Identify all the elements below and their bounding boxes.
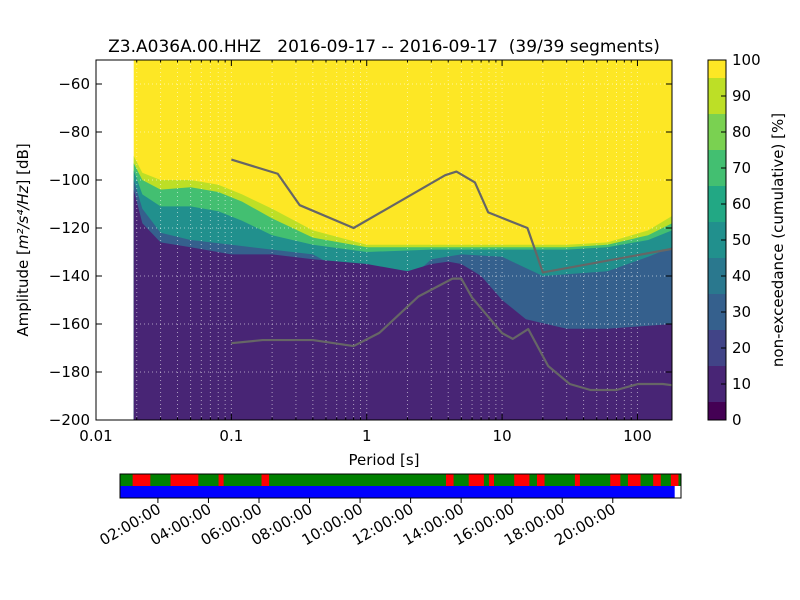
colorbar-cell: [708, 258, 726, 294]
y-tick-label: −60: [58, 75, 90, 93]
colorbar-tick-label: 100: [732, 51, 761, 69]
y-tick-label: −80: [58, 123, 90, 141]
plot-frame: [95, 59, 673, 421]
timeline-rejected-segment: [610, 474, 621, 486]
noise-models: [231, 158, 672, 392]
y-axis: −60 −80 −100 −120 −140 −160 −180 −200: [49, 75, 672, 429]
timeline-rejected-segment: [261, 474, 270, 486]
colorbar-tick-label: 80: [732, 123, 751, 141]
psd-heatmap: [133, 60, 672, 420]
noise-model-nhnm: [231, 158, 672, 274]
timeline-ticks: 02:00:0004:00:0006:00:0008:00:0010:00:00…: [97, 498, 619, 549]
timeline-rejected-segment: [132, 474, 151, 486]
colorbar-cell: [708, 294, 726, 330]
colorbar-tick-label: 10: [732, 375, 751, 393]
colorbar-tick-label: 70: [732, 159, 751, 177]
colorbar-tick-label: 90: [732, 87, 751, 105]
timeline-rejected-segment: [514, 474, 530, 486]
x-tick-label: 1: [362, 427, 372, 445]
colorbar-tick-label: 60: [732, 195, 751, 213]
timeline-data-bar: [120, 486, 675, 498]
timeline-frame: [119, 473, 682, 499]
y-tick-label: −120: [49, 219, 90, 237]
timeline-rejected-segment: [488, 474, 494, 486]
timeline-rejected-segment: [170, 474, 199, 486]
colorbar-tick-label: 50: [732, 231, 751, 249]
colorbar-cell: [708, 114, 726, 150]
colorbar-cell: [708, 150, 726, 186]
timeline-rejected-segment: [536, 474, 545, 486]
noise-model-nlnm: [231, 277, 672, 392]
colorbar-cells: [708, 60, 726, 420]
plot-area: 0.01 0.1 1 10 100 −60 −80 −100 −120 −140 −160 −180…: [49, 59, 673, 445]
colorbar-tick-label: 20: [732, 339, 751, 357]
timeline-rejected-segment: [653, 474, 661, 486]
colorbar-tick-label: 30: [732, 303, 751, 321]
colorbar-cell: [708, 366, 726, 402]
colorbar-cell: [708, 60, 726, 78]
x-tick-label: 0.01: [79, 427, 112, 445]
y-axis-label-suffix: ] [dB]: [14, 143, 32, 185]
colorbar-cell: [708, 402, 726, 420]
timeline: 02:00:0004:00:0006:00:0008:00:0010:00:00…: [97, 473, 682, 549]
y-tick-label: −180: [49, 363, 90, 381]
colorbar-cell: [708, 222, 726, 258]
x-tick-label: 100: [623, 427, 652, 445]
timeline-rejected-segment: [445, 474, 454, 486]
timeline-rejected-segment: [574, 474, 580, 486]
y-tick-label: −160: [49, 315, 90, 333]
y-axis-label-units: m²/s⁴/Hz: [14, 184, 32, 249]
timeline-bars: [120, 474, 681, 498]
y-tick-label: −140: [49, 267, 90, 285]
y-axis-label: Amplitude [m²/s⁴/Hz] [dB]: [14, 143, 32, 336]
colorbar: 0 10 20 30 40 50 60 70 80 90 100 non-exceedance (c…: [707, 51, 787, 429]
y-tick-label: −200: [49, 411, 90, 429]
colorbar-tick-label: 40: [732, 267, 751, 285]
colorbar-ticks: 0 10 20 30 40 50 60 70 80 90 100: [721, 51, 761, 429]
heatmap-level-8: [133, 189, 672, 420]
timeline-rejected-segment: [218, 474, 224, 486]
chart-title: Z3.A036A.00.HHZ 2016-09-17 -- 2016-09-17…: [108, 37, 660, 57]
timeline-rejected-segment: [627, 474, 641, 486]
timeline-used-bar: [120, 474, 681, 486]
colorbar-cell: [708, 330, 726, 366]
timeline-rejected-segment: [468, 474, 484, 486]
timeline-rejected-segment: [670, 474, 679, 486]
x-tick-label: 10: [493, 427, 512, 445]
colorbar-label: non-exceedance (cumulative) [%]: [769, 113, 787, 367]
x-axis: 0.01 0.1 1 10 100: [79, 60, 652, 445]
y-axis-label-prefix: Amplitude [: [14, 249, 32, 337]
x-tick-label: 0.1: [219, 427, 243, 445]
x-axis-label: Period [s]: [348, 451, 419, 469]
colorbar-cell: [708, 186, 726, 222]
colorbar-tick-label: 0: [732, 411, 742, 429]
y-tick-label: −100: [49, 171, 90, 189]
grid-lines: [96, 60, 672, 420]
colorbar-cell: [708, 78, 726, 114]
